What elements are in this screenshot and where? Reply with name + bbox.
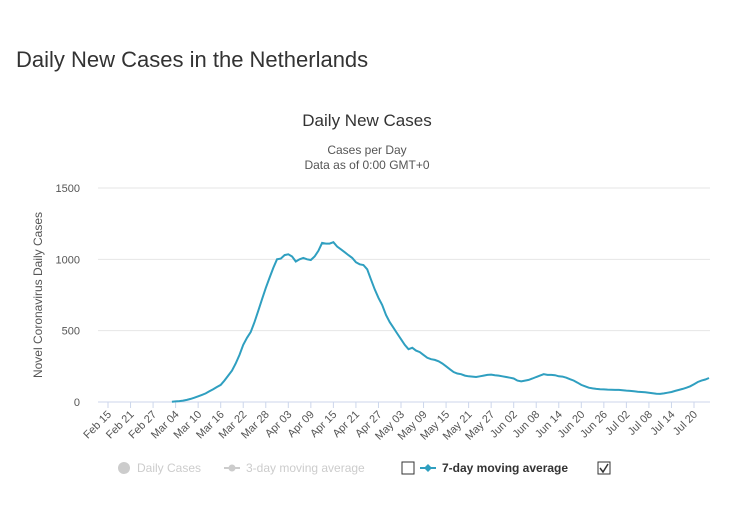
checkbox[interactable] bbox=[597, 461, 611, 475]
x-tick-label: Jul 14 bbox=[648, 409, 677, 438]
legend-symbol bbox=[228, 464, 236, 472]
chart-title: Daily New Cases bbox=[302, 111, 431, 130]
checkbox[interactable] bbox=[401, 461, 415, 475]
y-tick-label: 500 bbox=[62, 326, 80, 338]
y-tick-label: 1000 bbox=[56, 254, 80, 266]
y-axis-label: Novel Coronavirus Daily Cases bbox=[31, 212, 45, 378]
x-tick-label: Jul 02 bbox=[603, 409, 632, 438]
page-title: Daily New Cases in the Netherlands bbox=[16, 47, 368, 72]
x-tick-label: Jul 20 bbox=[671, 409, 700, 438]
legend-item[interactable]: 3-day moving average bbox=[246, 461, 365, 475]
data-line bbox=[171, 241, 710, 403]
legend-symbol bbox=[424, 464, 432, 472]
y-tick-label: 0 bbox=[74, 397, 80, 409]
chart-subtitle: Data as of 0:00 GMT+0 bbox=[304, 158, 429, 172]
legend-item[interactable]: Daily Cases bbox=[137, 461, 201, 475]
legend-symbol bbox=[118, 462, 130, 474]
legend-item[interactable]: 7-day moving average bbox=[442, 461, 568, 475]
y-tick-label: 1500 bbox=[56, 183, 80, 195]
checkmark bbox=[599, 463, 609, 474]
chart-subtitle: Cases per Day bbox=[327, 143, 406, 157]
x-tick-label: Jul 08 bbox=[626, 409, 655, 438]
